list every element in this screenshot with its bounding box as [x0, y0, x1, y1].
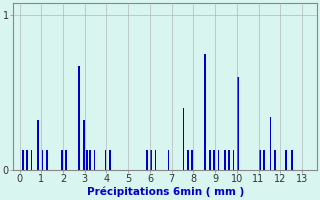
- Bar: [26, 150, 28, 170]
- Bar: [42, 150, 43, 170]
- Bar: [204, 54, 206, 170]
- Bar: [155, 150, 156, 170]
- Bar: [233, 150, 235, 170]
- X-axis label: Précipitations 6min ( mm ): Précipitations 6min ( mm ): [86, 187, 244, 197]
- Bar: [146, 150, 148, 170]
- Bar: [292, 150, 293, 170]
- Bar: [263, 150, 265, 170]
- Bar: [213, 150, 215, 170]
- Bar: [109, 150, 111, 170]
- Bar: [285, 150, 287, 170]
- Bar: [89, 150, 91, 170]
- Bar: [209, 150, 211, 170]
- Bar: [183, 108, 185, 170]
- Bar: [61, 150, 63, 170]
- Bar: [150, 150, 152, 170]
- Bar: [187, 150, 189, 170]
- Bar: [270, 117, 271, 170]
- Bar: [237, 77, 239, 170]
- Bar: [22, 150, 24, 170]
- Bar: [83, 120, 84, 170]
- Bar: [86, 150, 88, 170]
- Bar: [259, 150, 260, 170]
- Bar: [224, 150, 226, 170]
- Bar: [168, 150, 169, 170]
- Bar: [191, 150, 193, 170]
- Bar: [78, 66, 80, 170]
- Bar: [65, 150, 67, 170]
- Bar: [46, 150, 48, 170]
- Bar: [31, 150, 32, 170]
- Bar: [228, 150, 230, 170]
- Bar: [94, 150, 95, 170]
- Bar: [274, 150, 276, 170]
- Bar: [37, 120, 39, 170]
- Bar: [105, 150, 106, 170]
- Bar: [218, 150, 219, 170]
